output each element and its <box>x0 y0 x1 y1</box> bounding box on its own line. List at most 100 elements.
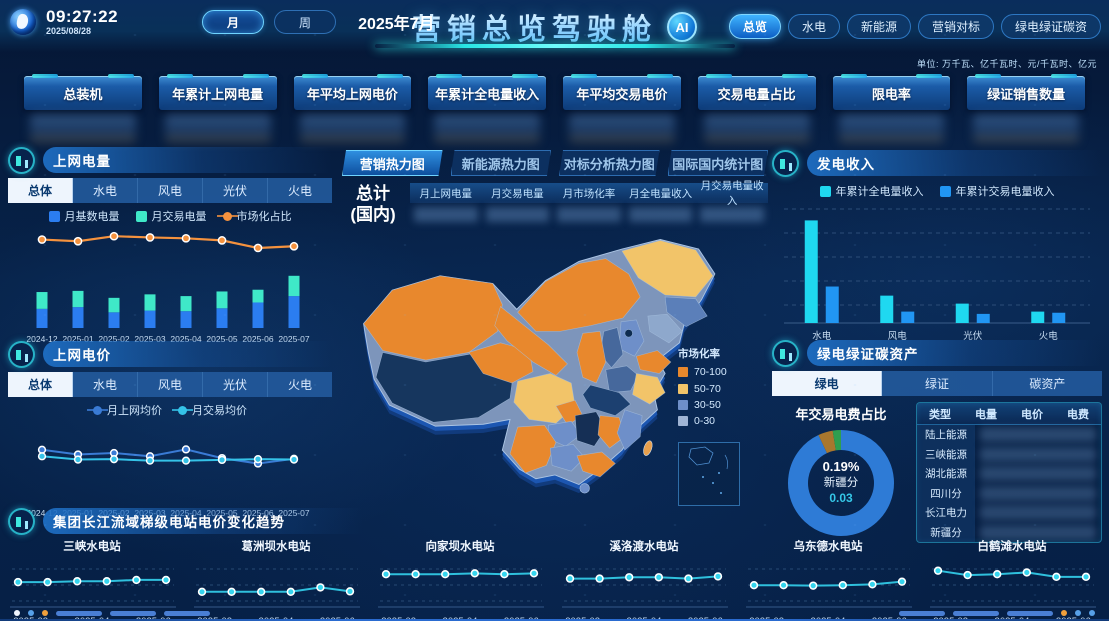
price-legend: 月上网均价 月交易均价 <box>8 402 332 418</box>
nav-tab-hydro[interactable]: 水电 <box>787 14 840 39</box>
tab-carbon[interactable]: 碳资产 <box>1029 377 1066 391</box>
table-row[interactable]: 陆上能源 <box>917 425 1101 445</box>
period-button-week[interactable]: 周 <box>274 10 337 34</box>
kpi-avg-grid-price: 年平均上网电价 <box>293 74 412 142</box>
map-tab-intl[interactable]: 国际国内统计图 <box>667 150 768 176</box>
stat-values-redacted <box>410 207 768 222</box>
legend-label[interactable]: 月上网均价 <box>107 405 162 417</box>
svg-text:2025-07: 2025-07 <box>278 334 309 344</box>
panel-title: 绿电绿证碳资产 <box>807 340 1102 366</box>
tab-hydro[interactable]: 水电 <box>73 372 138 397</box>
row-values-redacted <box>980 505 1096 521</box>
legend-label: 30-50 <box>694 398 721 411</box>
stat-headers: 月上网电量 月交易电量 月市场化率 月全电量收入 月交易电量收入 <box>410 180 768 207</box>
row-values-redacted <box>980 427 1096 443</box>
table-row[interactable]: 新疆分 <box>917 522 1101 542</box>
revenue-chart[interactable]: 水电 风电 光伏 火电 <box>772 199 1098 347</box>
kpi-label[interactable]: 总装机 <box>24 74 142 110</box>
kpi-value-redacted <box>838 115 945 142</box>
stat-header: 月市场化率 <box>562 187 616 200</box>
kpi-curtailment-rate: 限电率 <box>832 74 951 142</box>
total-label: 总计 (国内) <box>350 184 396 225</box>
kpi-value-redacted <box>164 115 271 142</box>
main-nav: 总览 水电 新能源 营销对标 绿电绿证碳资 <box>728 14 1101 39</box>
carousel-indicators[interactable] <box>0 608 1109 618</box>
tab-hydro[interactable]: 水电 <box>73 178 138 203</box>
map-tab-marketing[interactable]: 营销热力图 <box>342 150 443 176</box>
nav-tab-new-energy[interactable]: 新能源 <box>846 14 911 39</box>
tab-thermal[interactable]: 火电 <box>287 184 312 198</box>
kpi-value-redacted <box>30 115 136 142</box>
kpi-avg-trade-price: 年平均交易电价 <box>563 74 681 142</box>
table-row[interactable]: 三峡能源 <box>917 444 1101 464</box>
kpi-label[interactable]: 交易电量占比 <box>697 74 816 110</box>
legend-label[interactable]: 月交易均价 <box>192 405 247 417</box>
legend-swatch-trade <box>939 185 951 197</box>
kpi-label[interactable]: 绿证销售数量 <box>967 74 1085 110</box>
legend-label[interactable]: 月基数电量 <box>64 211 120 223</box>
tab-thermal[interactable]: 火电 <box>287 378 312 392</box>
map-tabs: 营销热力图 新能源热力图 对标分析热力图 国际国内统计图 <box>342 150 768 176</box>
row-values-redacted <box>980 524 1096 540</box>
period-button-month[interactable]: 月 <box>202 10 265 34</box>
current-date: 2025/08/28 <box>46 26 92 36</box>
tab-solar[interactable]: 光伏 <box>203 178 268 203</box>
nav-tab-green-cert[interactable]: 绿电绿证碳资 <box>1000 14 1101 39</box>
nav-tab-overview[interactable]: 总览 <box>728 14 781 39</box>
legend-label: 50-70 <box>694 382 721 395</box>
green-table-header: 类型 电量 电价 电费 <box>917 403 1101 425</box>
stat-header: 月交易电量 <box>491 187 544 200</box>
legend-label[interactable]: 年累计交易电量收入 <box>955 186 1055 198</box>
table-row[interactable]: 湖北能源 <box>917 464 1101 484</box>
kpi-label[interactable]: 年平均上网电价 <box>293 74 412 110</box>
grid-power-chart[interactable]: 2024-12 2025-01 2025-02 2025-03 2025-04 2025-… <box>8 224 328 350</box>
current-time: 09:27:22 <box>46 7 119 26</box>
green-tabs: 绿电 绿证 碳资产 <box>772 371 1102 396</box>
fee-share-donut[interactable]: 0.19% 新疆分 0.03 <box>787 429 895 537</box>
kpi-value-redacted <box>434 115 540 142</box>
legend-swatch-base <box>48 210 60 222</box>
nav-tab-benchmark[interactable]: 营销对标 <box>917 14 994 39</box>
legend-label[interactable]: 年累计全电量收入 <box>835 186 924 198</box>
kpi-label[interactable]: 限电率 <box>832 74 951 110</box>
price-tabs: 总体 水电 风电 光伏 火电 <box>8 372 332 397</box>
table-row[interactable]: 长江电力 <box>917 503 1101 523</box>
tab-wind[interactable]: 风电 <box>138 178 203 203</box>
kpi-total-capacity: 总装机 <box>24 74 142 142</box>
legend-label[interactable]: 市场化占比 <box>236 211 292 223</box>
clock-icon <box>10 9 36 35</box>
map-legend: 市场化率 70-100 50-70 30-50 0-30 <box>678 346 727 429</box>
china-map[interactable] <box>342 228 768 496</box>
tab-solar[interactable]: 光伏 <box>203 372 268 397</box>
ai-assistant-button[interactable]: AI <box>667 12 697 42</box>
svg-text:2024-12: 2024-12 <box>26 508 57 518</box>
legend-swatch-grid-price <box>87 405 108 415</box>
kpi-label[interactable]: 年累计全电量收入 <box>428 74 546 110</box>
legend-swatch-trade <box>135 210 147 222</box>
stat-header: 月上网电量 <box>419 187 473 200</box>
south-china-sea-inset <box>678 442 740 506</box>
kpi-label[interactable]: 年累计上网电量 <box>158 74 277 110</box>
title-glow-line <box>374 44 735 48</box>
tab-total[interactable]: 总体 <box>8 178 73 203</box>
tab-total[interactable]: 总体 <box>8 372 73 397</box>
donut-center-label: 0.19% 新疆分 0.03 <box>822 459 860 506</box>
tab-green-cert[interactable]: 绿证 <box>882 371 993 396</box>
bottom-scroll-track[interactable] <box>0 619 1109 621</box>
tab-wind[interactable]: 风电 <box>138 372 203 397</box>
panel-green-assets: 绿电绿证碳资产 绿电 绿证 碳资产 年交易电费占比 0.19% 新疆分 0.03 <box>772 338 1102 543</box>
map-tab-benchmark[interactable]: 对标分析热力图 <box>559 150 660 176</box>
kpi-label[interactable]: 年平均交易电价 <box>563 74 681 110</box>
legend-label[interactable]: 月交易电量 <box>151 211 207 223</box>
map-tab-new-energy[interactable]: 新能源热力图 <box>450 150 551 176</box>
row-values-redacted <box>980 485 1096 501</box>
table-row[interactable]: 四川分 <box>917 483 1101 503</box>
tab-green-power[interactable]: 绿电 <box>772 371 883 396</box>
panel-title: 上网电量 <box>43 147 332 173</box>
